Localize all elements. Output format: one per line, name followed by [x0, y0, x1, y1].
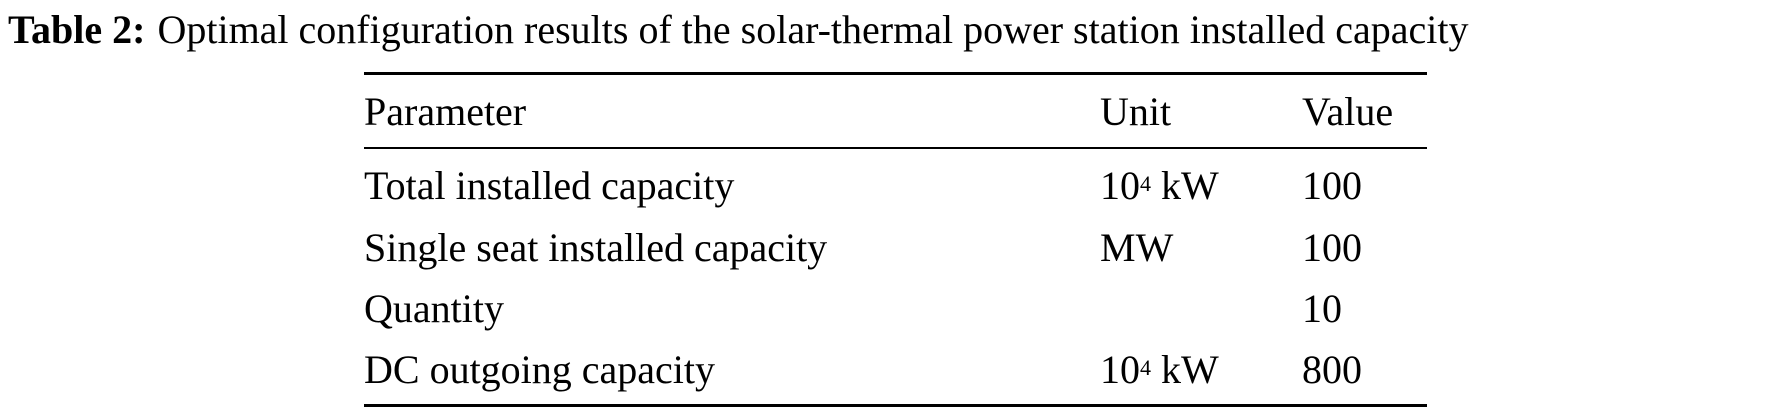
header-rule: [364, 147, 1427, 149]
unit-base: 10: [1100, 347, 1140, 392]
parameter-cell: Single seat installed capacity: [364, 225, 828, 270]
unit-base: MW: [1100, 225, 1174, 270]
value-cell: 10: [1302, 286, 1342, 331]
caption-text: Optimal configuration results of the sol…: [157, 7, 1469, 52]
unit-cell: MW: [1100, 224, 1173, 272]
unit-rest: kW: [1151, 347, 1219, 392]
unit-cell: 104 kW: [1100, 162, 1219, 210]
header-parameter: Parameter: [364, 89, 527, 134]
top-rule: [364, 72, 1427, 75]
table-caption: Table 2: Optimal configuration results of…: [8, 6, 1469, 54]
header-unit: Unit: [1100, 89, 1172, 134]
parameter-cell: DC outgoing capacity: [364, 347, 716, 392]
bottom-rule: [364, 404, 1427, 407]
value-cell: 100: [1302, 225, 1362, 270]
parameter-cell: Total installed capacity: [364, 163, 735, 208]
header-value: Value: [1302, 89, 1394, 134]
value-cell: 800: [1302, 347, 1362, 392]
unit-exponent: 4: [1140, 355, 1151, 380]
parameter-cell: Quantity: [364, 286, 504, 331]
unit-rest: kW: [1151, 163, 1219, 208]
unit-cell: 104 kW: [1100, 346, 1219, 394]
value-cell: 100: [1302, 163, 1362, 208]
caption-label: Table 2:: [8, 7, 146, 52]
unit-exponent: 4: [1140, 171, 1151, 196]
unit-base: 10: [1100, 163, 1140, 208]
